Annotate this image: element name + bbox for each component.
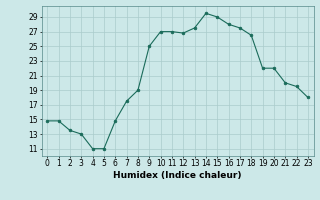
X-axis label: Humidex (Indice chaleur): Humidex (Indice chaleur) bbox=[113, 171, 242, 180]
